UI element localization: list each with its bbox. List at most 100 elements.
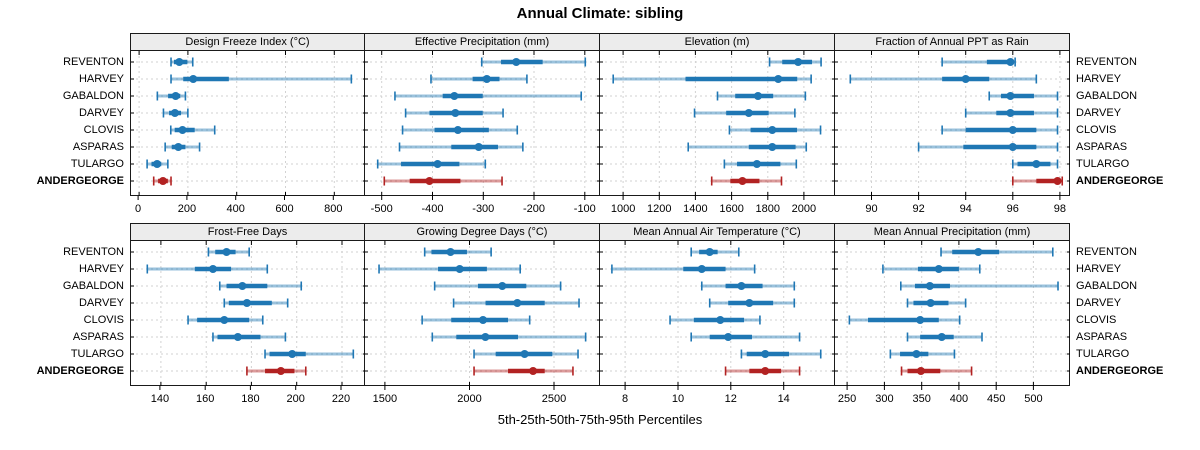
x-axis-svg: 90 92 94 96 98 (865, 196, 1066, 215)
svg-text:14: 14 (778, 393, 790, 405)
site-label-darvey: DARVEY (78, 107, 124, 119)
x-axis-svg: 1500 2000 2500 (373, 386, 566, 405)
site-label-asparas: ASPARAS (1076, 141, 1128, 153)
percentile-row-andergeorge (900, 366, 973, 376)
site-label-andergeorge: ANDERGEORGE (36, 365, 124, 377)
panel-plot (365, 51, 600, 196)
percentile-row-gabaldon (899, 281, 1059, 291)
percentile-row-reventon (170, 57, 194, 67)
site-label-darvey: DARVEY (78, 297, 124, 309)
percentile-row-harvey (146, 264, 269, 274)
percentile-row-tulargo (473, 349, 579, 359)
percentile-row-harvey (612, 74, 812, 84)
panel-plot-svg (131, 51, 366, 196)
percentile-row-andergeorge (1011, 176, 1064, 186)
panel-plot (835, 241, 1070, 386)
percentile-row-reventon (940, 247, 1054, 257)
percentile-row-clovis (941, 125, 1059, 135)
percentile-row-clovis (669, 315, 761, 325)
panel-frost-free-days: Frost-Free Days 140 160 180 200 220 (130, 223, 366, 406)
site-label-harvey: HARVEY (78, 263, 124, 275)
svg-text:0: 0 (135, 203, 141, 215)
svg-text:450: 450 (987, 393, 1005, 405)
percentile-row-reventon (941, 57, 1016, 67)
svg-text:-100: -100 (574, 203, 596, 215)
svg-text:1800: 1800 (756, 203, 780, 215)
panel-strip-title: Mean Annual Air Temperature (°C) (600, 223, 835, 241)
site-label-reventon: REVENTON (63, 246, 124, 258)
percentile-row-andergeorge (152, 176, 172, 186)
percentile-row-asparas (431, 332, 587, 342)
svg-text:200: 200 (287, 393, 305, 405)
percentile-row-harvey (430, 74, 528, 84)
x-axis-svg: 1000 1200 1400 1600 1800 2000 (611, 196, 816, 215)
site-label-darvey: DARVEY (1076, 107, 1122, 119)
panel-strip-title: Mean Annual Precipitation (mm) (835, 223, 1070, 241)
site-label-reventon: REVENTON (63, 56, 124, 68)
percentile-row-asparas (398, 142, 524, 152)
site-label-clovis: CLOVIS (1076, 124, 1117, 136)
panel-elevation-m: Elevation (m) 1000 1200 1400 1600 1800 2000 (600, 33, 835, 216)
svg-text:-300: -300 (472, 203, 494, 215)
percentile-row-reventon (480, 57, 587, 67)
percentile-row-darvey (906, 298, 967, 308)
percentile-row-harvey (378, 264, 522, 274)
panel-growing-degree-days-c: Growing Degree Days (°C) 1500 2000 2500 (365, 223, 600, 406)
site-label-andergeorge: ANDERGEORGE (36, 175, 124, 187)
site-labels-right-top: REVENTON HARVEY GABALDON DARVEY CLOVIS ASPARA… (1070, 33, 1200, 216)
x-axis-svg: 250 300 350 400 450 500 (838, 386, 1043, 405)
svg-text:500: 500 (1024, 393, 1042, 405)
percentile-row-reventon (768, 57, 822, 67)
percentile-row-asparas (917, 142, 1059, 152)
percentile-row-asparas (687, 142, 808, 152)
percentile-row-andergeorge (383, 176, 503, 186)
svg-text:98: 98 (1054, 203, 1066, 215)
site-label-clovis: CLOVIS (1076, 314, 1117, 326)
svg-text:-500: -500 (371, 203, 393, 215)
percentile-row-darvey (708, 298, 796, 308)
panel-x-axis: -500 -400 -300 -200 -100 (365, 196, 600, 216)
svg-text:96: 96 (1007, 203, 1019, 215)
site-label-gabaldon: GABALDON (1076, 280, 1138, 292)
site-labels-left-top: REVENTON HARVEY GABALDON DARVEY CLOVIS ASPARA… (0, 33, 130, 216)
x-axis-svg: 0 200 400 600 800 (135, 196, 342, 215)
panel-x-axis: 1000 1200 1400 1600 1800 2000 (600, 196, 835, 216)
percentile-row-reventon (207, 247, 250, 257)
panel-mean-annual-air-temperature-c: Mean Annual Air Temperature (°C) 8 10 12 14 (600, 223, 835, 406)
svg-text:140: 140 (151, 393, 169, 405)
panel-mean-annual-precipitation-mm: Mean Annual Precipitation (mm) 250 300 350 4… (835, 223, 1070, 406)
site-label-asparas: ASPARAS (1076, 331, 1128, 343)
percentile-row-gabaldon (394, 91, 583, 101)
site-label-gabaldon: GABALDON (1076, 90, 1138, 102)
panel-row-top: REVENTON HARVEY GABALDON DARVEY CLOVIS ASPARA… (0, 33, 1200, 216)
panel-plot (600, 51, 835, 196)
svg-text:200: 200 (178, 203, 196, 215)
percentile-row-gabaldon (156, 91, 187, 101)
site-label-tulargo: TULARGO (1076, 348, 1130, 360)
panel-plot (600, 241, 835, 386)
percentile-caption: 5th-25th-50th-75th-95th Percentiles (497, 412, 703, 427)
panel-strip-title: Growing Degree Days (°C) (365, 223, 600, 241)
site-label-harvey: HARVEY (1076, 73, 1122, 85)
svg-text:2000: 2000 (457, 393, 481, 405)
percentile-row-tulargo (1011, 159, 1059, 169)
panels-bottom: Frost-Free Days 140 160 180 200 220 Growing De… (130, 223, 1070, 406)
site-label-andergeorge: ANDERGEORGE (1076, 175, 1164, 187)
site-label-andergeorge: ANDERGEORGE (1076, 365, 1164, 377)
site-label-harvey: HARVEY (1076, 263, 1122, 275)
svg-text:220: 220 (332, 393, 350, 405)
site-label-tulargo: TULARGO (70, 158, 124, 170)
panel-strip-title: Design Freeze Index (°C) (130, 33, 365, 51)
percentile-row-tulargo (264, 349, 355, 359)
site-label-clovis: CLOVIS (83, 124, 124, 136)
svg-text:1400: 1400 (683, 203, 707, 215)
percentile-row-andergeorge (710, 176, 783, 186)
percentile-row-andergeorge (473, 366, 574, 376)
percentile-row-tulargo (740, 349, 822, 359)
site-labels-right-bottom: REVENTON HARVEY GABALDON DARVEY CLOVIS ASPARA… (1070, 223, 1200, 406)
svg-text:180: 180 (241, 393, 259, 405)
panel-fraction-of-annual-ppt-as-rain: Fraction of Annual PPT as Rain 90 92 94 96 98 (835, 33, 1070, 216)
site-label-gabaldon: GABALDON (62, 90, 124, 102)
panel-plot-svg (835, 241, 1070, 386)
svg-text:8: 8 (622, 393, 628, 405)
